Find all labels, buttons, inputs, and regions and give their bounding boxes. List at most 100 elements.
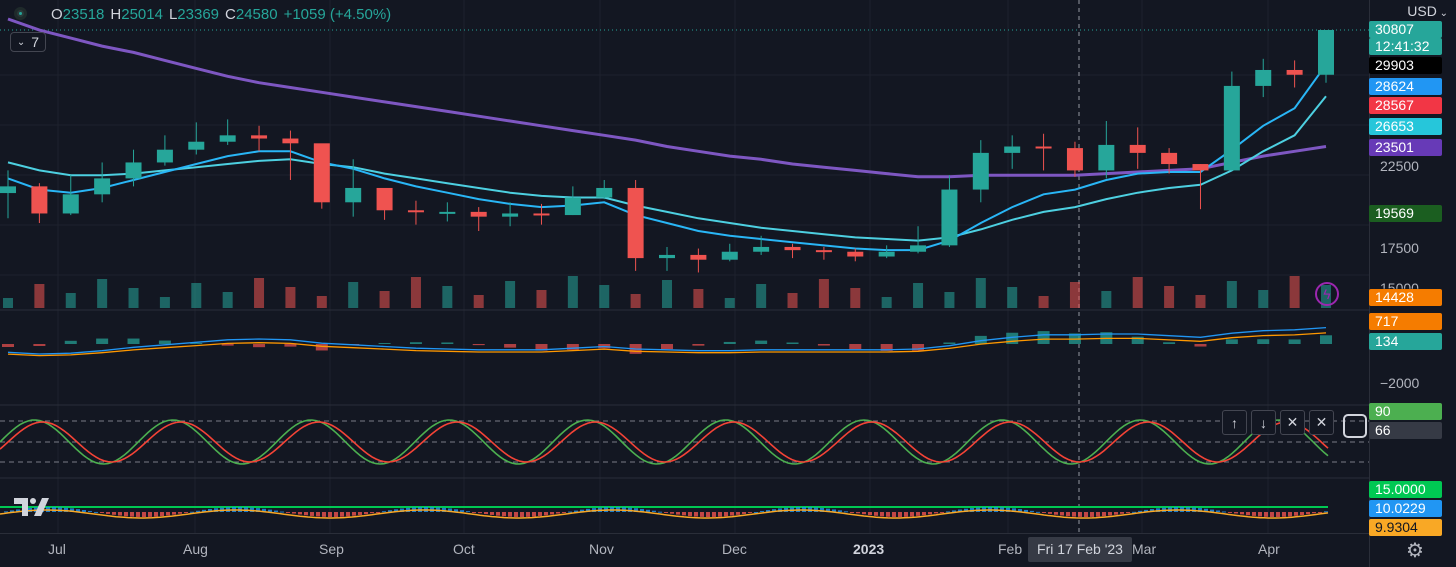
gear-icon[interactable]: ⚙ (1406, 540, 1424, 562)
osc-histogram-bar (748, 512, 752, 513)
osc-histogram-bar (358, 512, 362, 515)
close-value: 24580 (235, 6, 278, 23)
osc-histogram-bar (250, 507, 254, 512)
osc-histogram-bar (814, 507, 818, 512)
maximize-pane-button[interactable]: ✕ (1309, 410, 1334, 435)
volume-bar (1101, 291, 1112, 308)
price-tag-t2: 28624 (1369, 78, 1442, 95)
price-tag-last: 30807 (1369, 21, 1442, 38)
osc-histogram-bar (1096, 512, 1100, 517)
macd-histogram-bar (566, 344, 579, 350)
chart-canvas[interactable] (0, 0, 1369, 533)
osc-histogram-bar (904, 512, 908, 517)
candle-body (156, 149, 173, 163)
osc-histogram-bar (340, 512, 344, 517)
macd-histogram-bar (692, 344, 705, 346)
price-tag-t11: 66 (1369, 422, 1442, 439)
pane-controls: ↑ ↓ ✕ ✕ (1222, 410, 1334, 435)
close-pane-button[interactable]: ✕ (1280, 410, 1305, 435)
osc-histogram-bar (760, 511, 764, 513)
osc-histogram-bar (898, 512, 902, 517)
osc-histogram-bar (388, 510, 392, 512)
osc-histogram-bar (76, 509, 80, 512)
volume-bar (191, 283, 202, 308)
osc-histogram-bar (538, 512, 542, 516)
osc-histogram-bar (478, 512, 482, 514)
osc-histogram-bar (1258, 512, 1262, 517)
change-value: +1059 (+4.50%) (283, 6, 392, 23)
macd-histogram-bar (409, 342, 422, 344)
time-axis-label: Aug (183, 541, 208, 557)
high-label: H (110, 6, 122, 23)
osc-histogram-bar (586, 508, 590, 512)
osc-histogram-bar (634, 508, 638, 512)
osc-histogram-bar (460, 510, 464, 512)
macd-histogram-bar (974, 335, 987, 344)
candle-body (219, 135, 236, 142)
volume-bar (128, 288, 139, 308)
price-tag-t13: 10.0229 (1369, 500, 1442, 517)
osc-histogram-bar (88, 510, 92, 512)
candle-body (1129, 144, 1146, 153)
candle-body (1098, 144, 1115, 171)
osc-histogram-bar (844, 511, 848, 513)
price-tag-t8: 717 (1369, 313, 1442, 330)
osc-histogram-bar (826, 508, 830, 512)
osc-histogram-bar (178, 512, 182, 514)
candle-body (251, 135, 268, 139)
macd-histogram-bar (661, 344, 673, 350)
candle-body (376, 187, 393, 211)
osc-histogram-bar (328, 512, 332, 517)
osc-histogram-bar (1012, 508, 1016, 512)
osc-histogram-bar (526, 512, 530, 517)
indicators-toggle-button[interactable]: ⌄ 7 (10, 32, 46, 52)
volume-bar (285, 287, 296, 308)
osc-histogram-bar (1048, 512, 1052, 514)
price-tag-t6: 19569 (1369, 205, 1442, 222)
osc-histogram-bar (502, 512, 506, 517)
move-pane-down-button[interactable]: ↓ (1251, 410, 1276, 435)
volume-bar (34, 284, 45, 308)
osc-histogram-bar (70, 508, 74, 512)
osc-histogram-bar (196, 510, 200, 512)
osc-histogram-bar (712, 512, 716, 517)
macd-histogram-bar (1194, 344, 1207, 347)
osc-histogram-bar (922, 512, 926, 516)
currency-selector[interactable]: USD ⌄ (1407, 3, 1448, 19)
osc-histogram-bar (394, 509, 398, 512)
macd-histogram-bar (1257, 339, 1270, 344)
osc-histogram-bar (928, 512, 932, 515)
tradingview-logo-icon[interactable] (14, 496, 50, 518)
osc-histogram-bar (1222, 511, 1226, 513)
osc-histogram-bar (274, 510, 278, 512)
osc-histogram-bar (700, 512, 704, 517)
move-pane-up-button[interactable]: ↑ (1222, 410, 1247, 435)
alert-bolt-icon[interactable]: ϟ (1315, 282, 1339, 306)
macd-histogram-bar (912, 344, 925, 351)
osc-histogram-bar (376, 512, 380, 513)
osc-histogram-bar (1252, 512, 1256, 516)
screenshot-icon[interactable] (1343, 414, 1367, 438)
osc-histogram-bar (934, 512, 938, 514)
macd-histogram-bar (127, 338, 140, 344)
osc-histogram-bar (142, 512, 146, 517)
osc-histogram-bar (1240, 512, 1244, 515)
candle-body (0, 186, 16, 194)
volume-bar (1226, 281, 1237, 308)
volume-bar (1007, 287, 1018, 308)
osc-histogram-bar (94, 511, 98, 513)
osc-histogram-bar (1228, 512, 1232, 513)
volume-bar (724, 298, 735, 308)
osc-histogram-bar (496, 512, 500, 516)
osc-histogram-bar (148, 512, 152, 517)
candle-body (721, 251, 738, 260)
osc-histogram-bar (1132, 511, 1136, 513)
macd-histogram-bar (190, 343, 203, 344)
macd-histogram-bar (535, 344, 548, 351)
price-tag-t1: 29903 (1369, 57, 1442, 74)
osc-histogram-bar (730, 512, 734, 516)
macd-histogram-bar (755, 340, 768, 344)
macd-histogram-bar (96, 338, 109, 344)
candle-body (188, 141, 205, 150)
osc-histogram-bar (1018, 509, 1022, 512)
